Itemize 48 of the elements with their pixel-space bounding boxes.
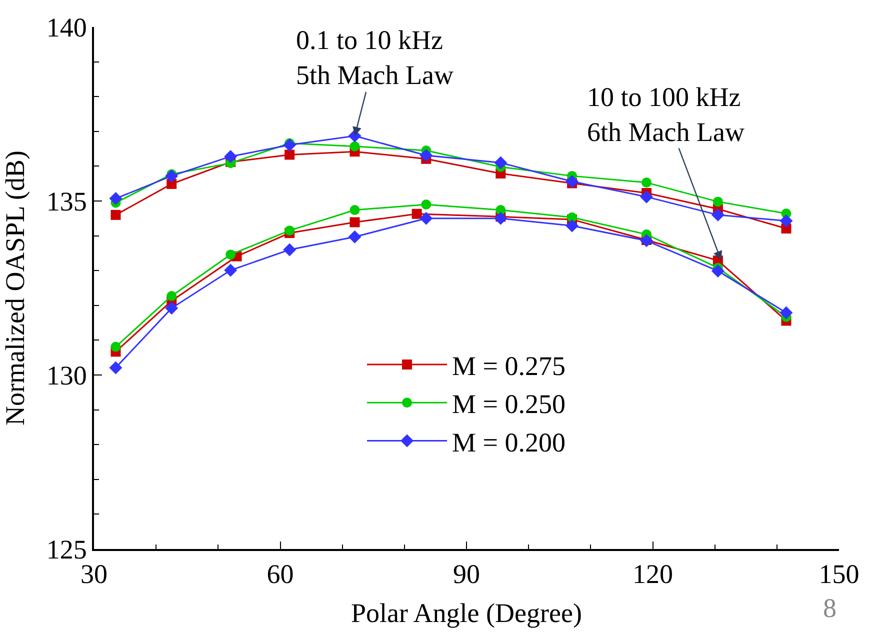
x-tick-label: 60 xyxy=(266,559,294,590)
legend-label: M = 0.275 xyxy=(452,351,566,382)
point xyxy=(711,264,724,278)
point xyxy=(421,199,432,210)
point xyxy=(110,210,121,220)
point xyxy=(780,214,793,228)
y-tick-label: 140 xyxy=(46,12,87,42)
annotation: 0.1 to 10 kHz 5th Mach Law xyxy=(296,25,454,90)
point xyxy=(165,302,178,315)
point xyxy=(566,219,579,232)
point xyxy=(494,212,508,225)
point xyxy=(283,138,296,152)
point xyxy=(283,243,296,256)
point xyxy=(412,208,422,219)
point xyxy=(350,217,360,228)
point xyxy=(226,250,236,260)
point xyxy=(165,169,178,182)
point xyxy=(640,190,654,204)
point xyxy=(494,156,508,170)
point xyxy=(566,175,579,188)
point xyxy=(109,192,122,206)
legend-label: M = 0.200 xyxy=(452,427,566,458)
y-tick-label: 135 xyxy=(46,186,87,216)
point xyxy=(712,196,723,207)
point xyxy=(420,148,433,162)
text: 8 xyxy=(823,593,836,623)
point xyxy=(420,212,433,225)
x-axis-title: Polar Angle (Degree) xyxy=(351,598,582,628)
annotation: 10 to 100 kHz 6th Mach Law xyxy=(587,82,745,148)
legend-label: M = 0.250 xyxy=(452,389,566,420)
point xyxy=(348,230,362,244)
x-tick-label: 120 xyxy=(632,559,673,590)
x-tick-label: 90 xyxy=(453,559,480,590)
point xyxy=(350,141,360,152)
point xyxy=(224,264,238,277)
point xyxy=(109,361,122,374)
point xyxy=(711,208,724,222)
point xyxy=(284,150,295,160)
point xyxy=(642,178,652,188)
y-axis-title: Normalized OASPL (dB) xyxy=(0,150,30,426)
point xyxy=(224,150,238,163)
point xyxy=(780,306,793,320)
point xyxy=(166,291,177,301)
point xyxy=(284,226,295,236)
point xyxy=(350,205,360,216)
x-tick-label: 150 xyxy=(818,559,860,590)
y-tick-label: 130 xyxy=(46,360,87,390)
point xyxy=(110,342,121,352)
